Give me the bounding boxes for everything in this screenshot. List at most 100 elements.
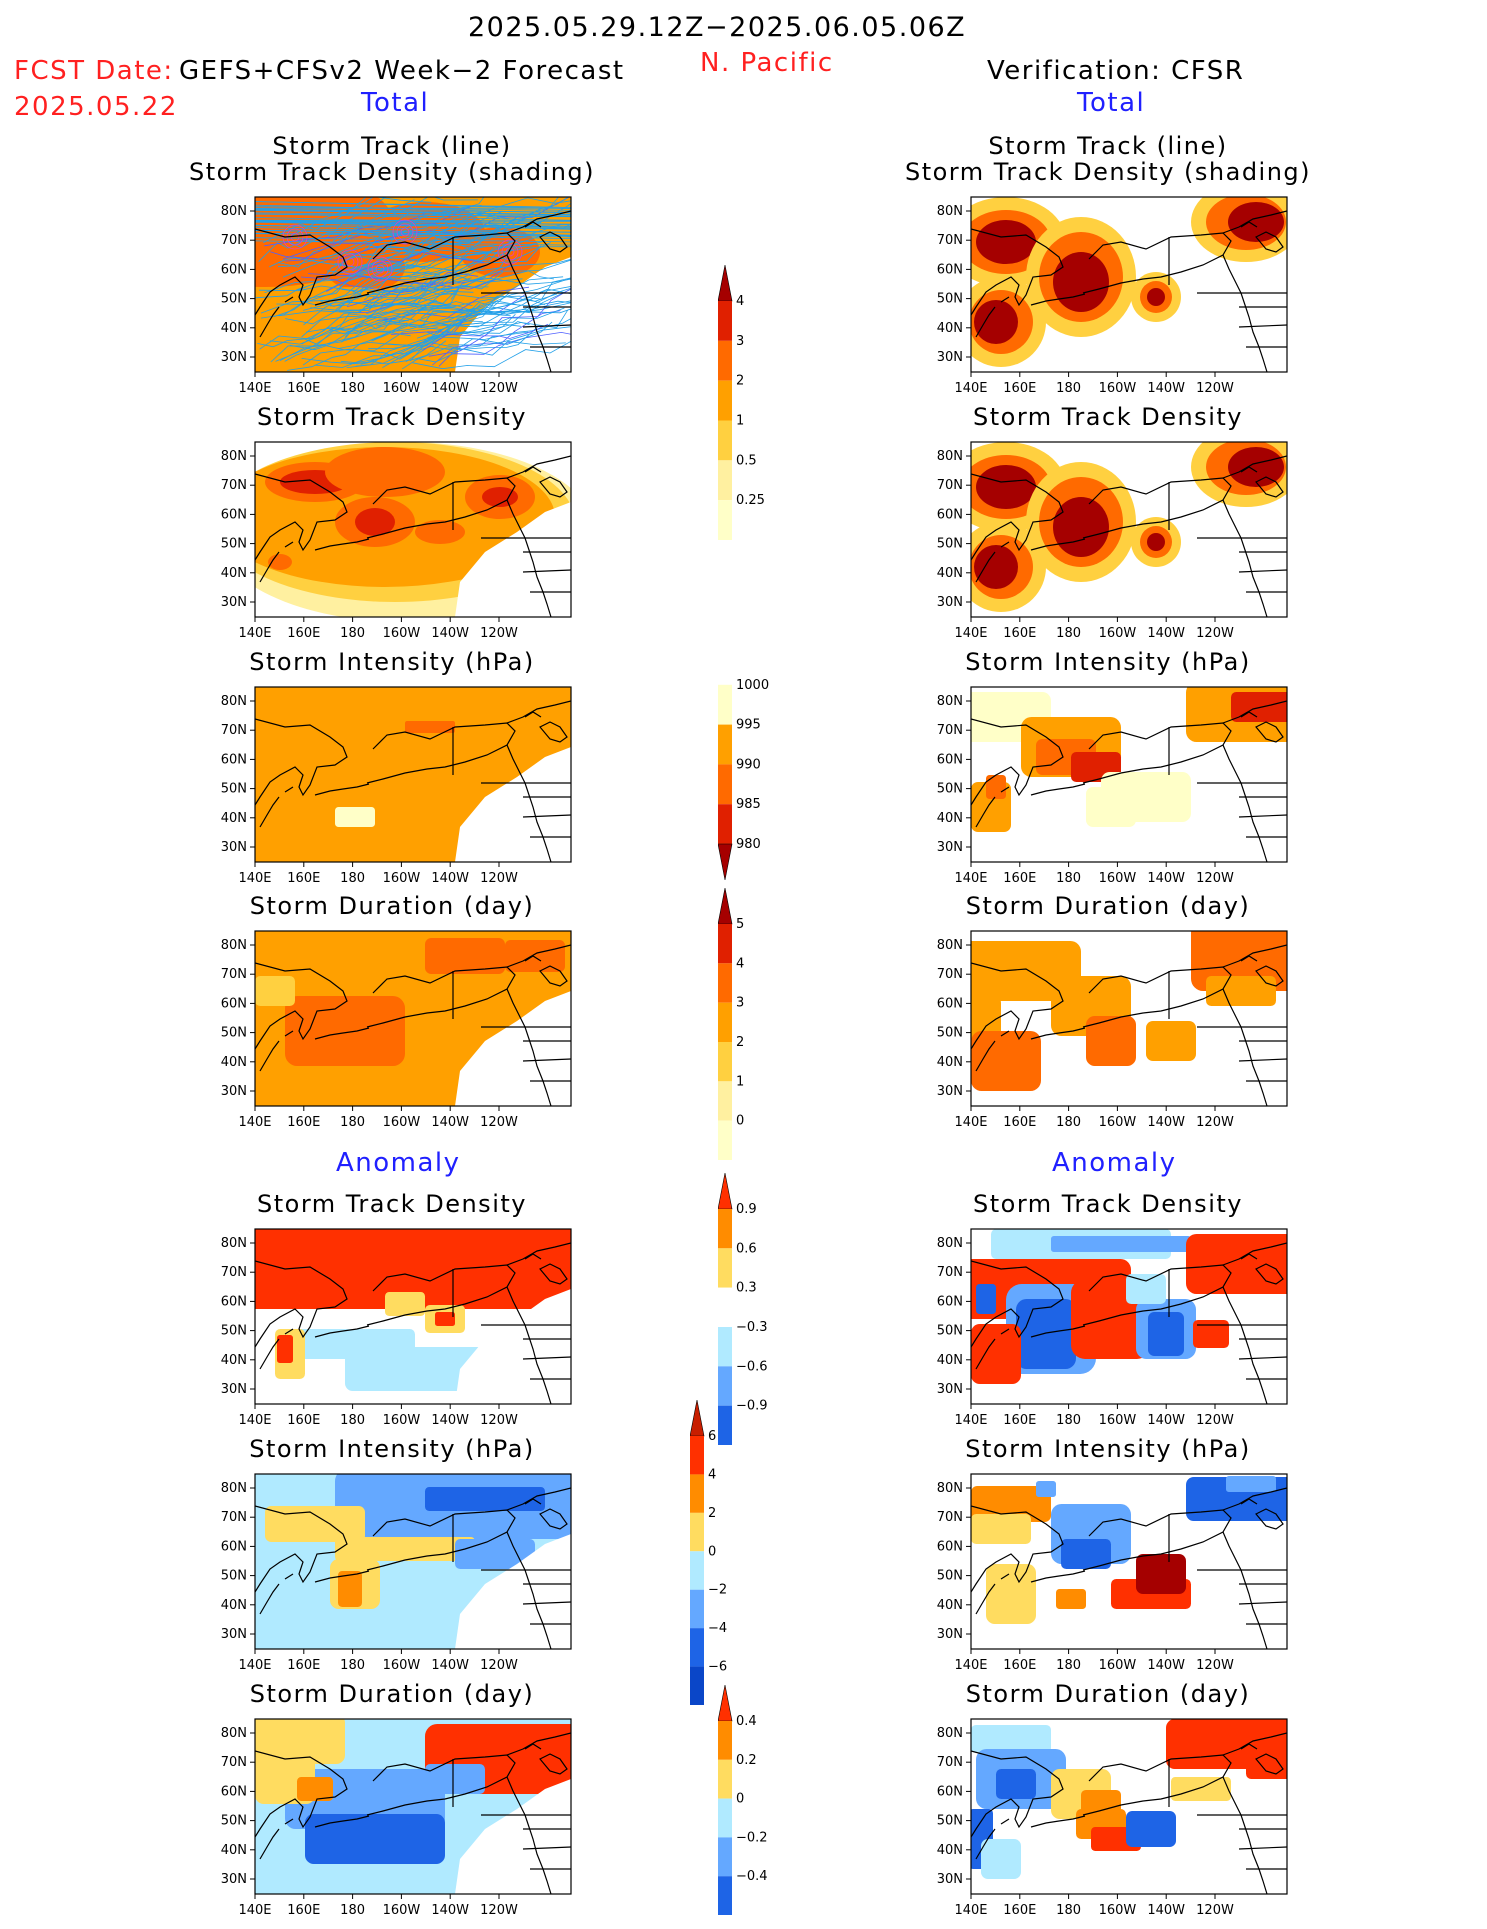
lon-tick-label: 120W [480, 381, 518, 396]
lon-tick-label: 140E [954, 1658, 987, 1673]
lat-tick-label: 80N [221, 694, 247, 709]
lon-tick-label: 160E [287, 626, 320, 641]
lon-tick-label: 140E [954, 1115, 987, 1130]
lon-tick-label: 120W [480, 1115, 518, 1130]
lat-tick-label: 80N [221, 938, 247, 953]
field-cell [1146, 1021, 1196, 1061]
field-blob [976, 465, 1036, 509]
lat-tick-label: 60N [221, 1539, 247, 1554]
lon-tick-label: 180 [340, 381, 365, 396]
panel-title-duration-anom-right: Storm Duration (day) [878, 1680, 1338, 1708]
field-blob [1053, 497, 1109, 557]
lat-tick-label: 30N [221, 1872, 247, 1887]
field-cell [1126, 1811, 1176, 1847]
lon-tick-label: 140E [238, 381, 271, 396]
field-cell [255, 976, 295, 1006]
lat-tick-label: 70N [221, 478, 247, 493]
field-cell [976, 1284, 996, 1314]
lat-tick-label: 80N [221, 449, 247, 464]
lat-tick-label: 80N [221, 1726, 247, 1741]
field-cell [1086, 1016, 1136, 1066]
colorbar-swatch [718, 1876, 732, 1915]
lon-tick-label: 180 [1056, 1903, 1081, 1918]
map-field [971, 1474, 1296, 1649]
lat-tick-label: 50N [221, 1569, 247, 1584]
panel-title-track-shading-left: Storm Track Density (shading) [162, 158, 622, 186]
lat-tick-label: 70N [937, 1510, 963, 1525]
map-field [946, 182, 1301, 372]
total-label-left: Total [361, 88, 429, 118]
lon-tick-label: 140W [431, 1413, 469, 1428]
lat-tick-label: 40N [221, 1055, 247, 1070]
lon-tick-label: 140E [954, 871, 987, 886]
lat-tick-label: 80N [221, 1236, 247, 1251]
field-blob [1228, 202, 1284, 242]
map-field [135, 156, 642, 407]
lat-tick-label: 30N [937, 595, 963, 610]
colorbar-svg: 0.40.20−0.2−0.4 [718, 0, 808, 1917]
field-cell [1193, 1320, 1229, 1348]
lat-tick-label: 50N [937, 1814, 963, 1829]
field-blob [415, 520, 465, 544]
lon-tick-label: 160W [383, 381, 421, 396]
lon-tick-label: 140E [238, 1903, 271, 1918]
lon-tick-label: 120W [480, 1413, 518, 1428]
map-field [969, 1719, 1296, 1894]
lon-tick-label: 140W [431, 381, 469, 396]
lon-tick-label: 140E [238, 871, 271, 886]
lat-tick-label: 60N [937, 1294, 963, 1309]
colorbar-swatch [690, 1590, 704, 1628]
lon-tick-label: 140W [1147, 381, 1185, 396]
lat-tick-label: 60N [221, 1294, 247, 1309]
colorbar-label: 0 [708, 1544, 716, 1559]
verification-label: Verification: CFSR [987, 56, 1244, 86]
field-cell [981, 1839, 1021, 1879]
lon-tick-label: 140W [431, 1658, 469, 1673]
lon-tick-label: 140E [954, 626, 987, 641]
lon-tick-label: 140W [431, 626, 469, 641]
field-blob [976, 220, 1036, 264]
colorbar-label: 2 [708, 1506, 716, 1521]
lat-tick-label: 80N [937, 449, 963, 464]
lat-tick-label: 40N [221, 566, 247, 581]
field-cell [1051, 1236, 1191, 1252]
fcst-model: GEFS+CFSv2 Week−2 Forecast [179, 56, 625, 86]
lat-tick-label: 70N [937, 967, 963, 982]
lat-tick-label: 50N [937, 292, 963, 307]
lon-tick-label: 180 [1056, 1658, 1081, 1673]
lat-tick-label: 80N [221, 204, 247, 219]
lat-tick-label: 60N [937, 1784, 963, 1799]
panel-title-intensity-anom-right: Storm Intensity (hPa) [878, 1435, 1338, 1463]
field-cell [1246, 1749, 1296, 1779]
lon-tick-label: 120W [480, 1658, 518, 1673]
field-cell [505, 940, 565, 972]
colorbar-label: −0.2 [736, 1830, 768, 1845]
lon-tick-label: 160E [1003, 1903, 1036, 1918]
field-blob [1053, 252, 1109, 312]
lon-tick-label: 120W [1196, 1413, 1234, 1428]
lon-tick-label: 120W [480, 626, 518, 641]
lat-tick-label: 70N [937, 233, 963, 248]
field-cell [986, 775, 1006, 799]
panel-title-intensity-anom-left: Storm Intensity (hPa) [162, 1435, 622, 1463]
lat-tick-label: 30N [937, 350, 963, 365]
lat-tick-label: 30N [221, 1084, 247, 1099]
lat-tick-label: 70N [221, 723, 247, 738]
lat-tick-label: 60N [937, 1539, 963, 1554]
field-cell [971, 1324, 1021, 1384]
panel-title-duration-anom-left: Storm Duration (day) [162, 1680, 622, 1708]
colorbar-label: 0.4 [736, 1714, 757, 1729]
lat-tick-label: 60N [221, 1784, 247, 1799]
field-cell [335, 1537, 475, 1561]
lat-tick-label: 70N [221, 1265, 247, 1280]
lat-tick-label: 40N [937, 811, 963, 826]
lat-tick-label: 80N [937, 938, 963, 953]
lon-tick-label: 180 [340, 871, 365, 886]
lat-tick-label: 30N [937, 840, 963, 855]
lon-tick-label: 180 [1056, 871, 1081, 886]
